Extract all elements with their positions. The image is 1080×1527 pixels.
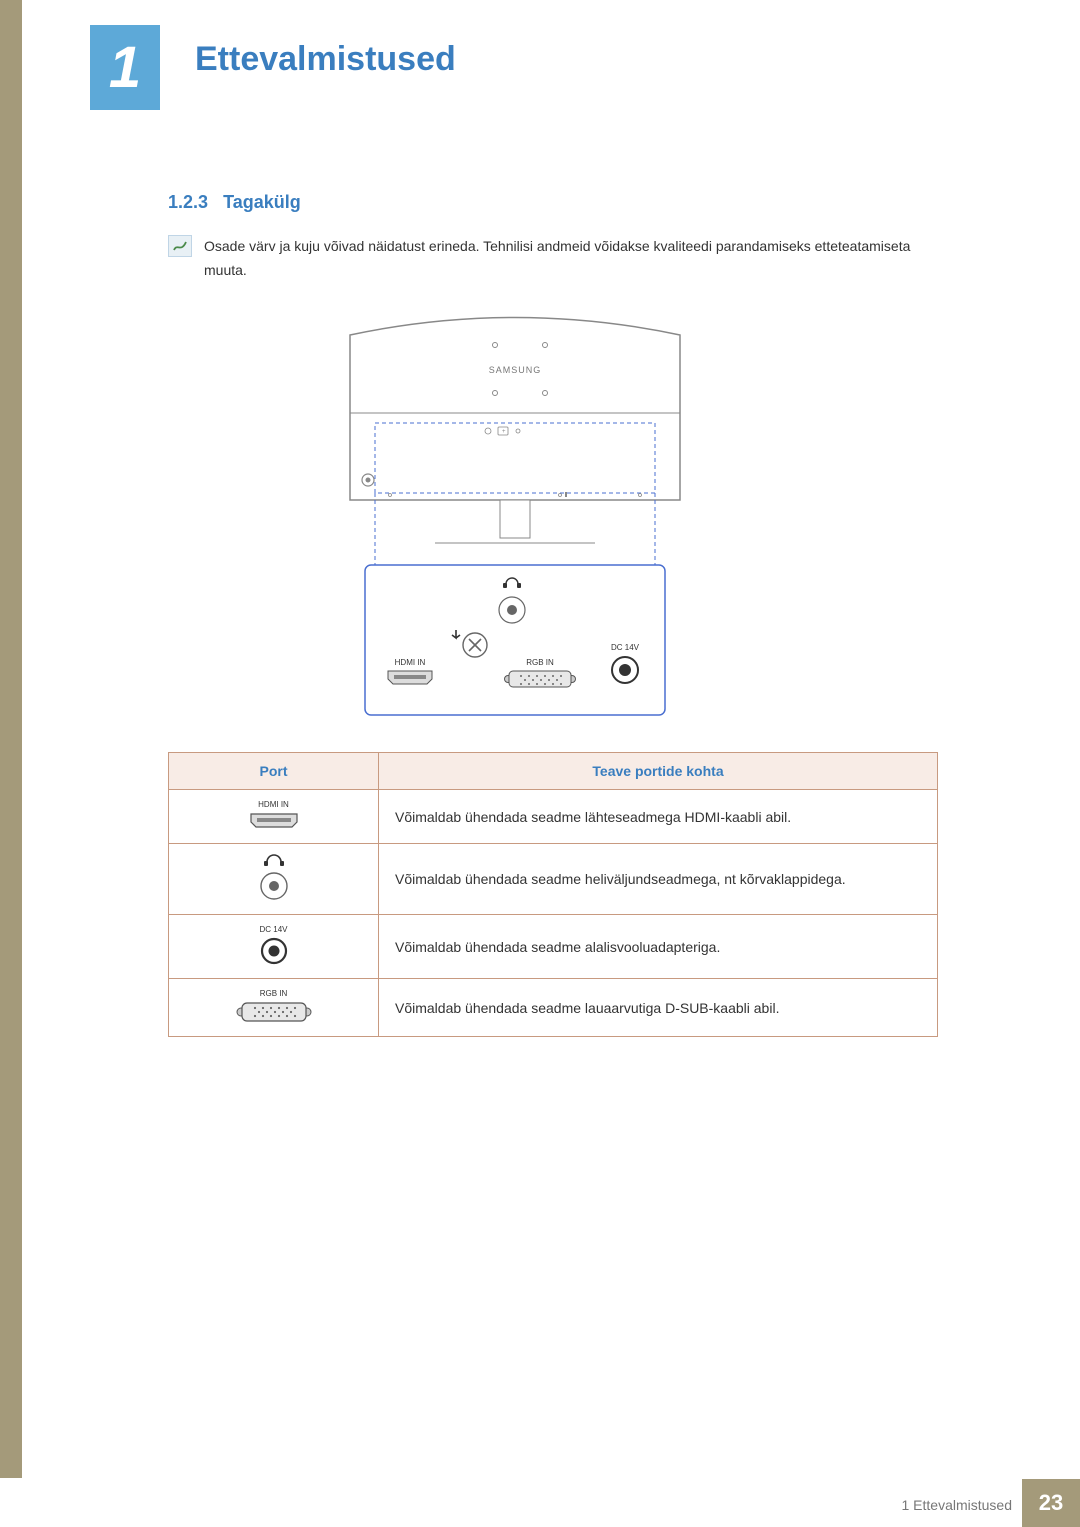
port-info: Võimaldab ühendada seadme lauaarvutiga D… bbox=[379, 979, 938, 1037]
section-heading: 1.2.3 Tagakülg bbox=[168, 192, 301, 213]
vga-port-icon bbox=[505, 671, 576, 687]
monitor-back-diagram: SAMSUNG + bbox=[340, 305, 690, 725]
chapter-title: Ettevalmistused bbox=[195, 40, 456, 79]
section-number: 1.2.3 bbox=[168, 192, 208, 212]
left-sidebar-stripe bbox=[0, 0, 22, 1478]
ports-table: Port Teave portide kohta HDMI IN Võimald… bbox=[168, 752, 938, 1037]
table-row: RGB IN Võimaldab ühendada seadme lauaarv… bbox=[169, 979, 938, 1037]
section-title: Tagakülg bbox=[223, 192, 301, 212]
headphone-icon bbox=[261, 854, 287, 868]
port-label: DC 14V bbox=[177, 925, 370, 934]
table-row: DC 14V Võimaldab ühendada seadme alalisv… bbox=[169, 915, 938, 979]
dc-port-icon bbox=[260, 937, 288, 965]
svg-text:+: + bbox=[502, 429, 506, 435]
port-label: RGB IN bbox=[177, 989, 370, 998]
dc-label: DC 14V bbox=[611, 643, 640, 652]
note-text: Osade värv ja kuju võivad näidatust erin… bbox=[204, 235, 924, 283]
brand-label: SAMSUNG bbox=[489, 365, 542, 375]
port-info: Võimaldab ühendada seadme heliväljundsea… bbox=[379, 844, 938, 915]
port-icon-cell-rgb: RGB IN bbox=[169, 979, 379, 1037]
port-info: Võimaldab ühendada seadme alalisvooluada… bbox=[379, 915, 938, 979]
chapter-tab: 1 bbox=[90, 25, 160, 110]
ports-table-header-port: Port bbox=[169, 753, 379, 790]
port-label: HDMI IN bbox=[177, 800, 370, 809]
footer-breadcrumb: 1 Ettevalmistused bbox=[902, 1497, 1013, 1513]
vga-port-icon bbox=[235, 1001, 313, 1023]
table-row: HDMI IN Võimaldab ühendada seadme lähtes… bbox=[169, 790, 938, 844]
hdmi-port-icon bbox=[388, 671, 432, 684]
footer-page-number: 23 bbox=[1022, 1479, 1080, 1527]
note-icon bbox=[168, 235, 192, 257]
table-row: Võimaldab ühendada seadme heliväljundsea… bbox=[169, 844, 938, 915]
port-icon-cell-dc: DC 14V bbox=[169, 915, 379, 979]
rgb-label: RGB IN bbox=[526, 658, 554, 667]
ports-table-header-info: Teave portide kohta bbox=[379, 753, 938, 790]
hdmi-port-icon bbox=[249, 812, 299, 830]
port-info: Võimaldab ühendada seadme lähteseadmega … bbox=[379, 790, 938, 844]
footer: 1 Ettevalmistused 23 bbox=[0, 1479, 1080, 1527]
hdmi-label: HDMI IN bbox=[395, 658, 426, 667]
port-icon-cell-hdmi: HDMI IN bbox=[169, 790, 379, 844]
audio-jack-icon bbox=[259, 871, 289, 901]
chapter-number: 1 bbox=[109, 34, 141, 101]
port-icon-cell-audio bbox=[169, 844, 379, 915]
